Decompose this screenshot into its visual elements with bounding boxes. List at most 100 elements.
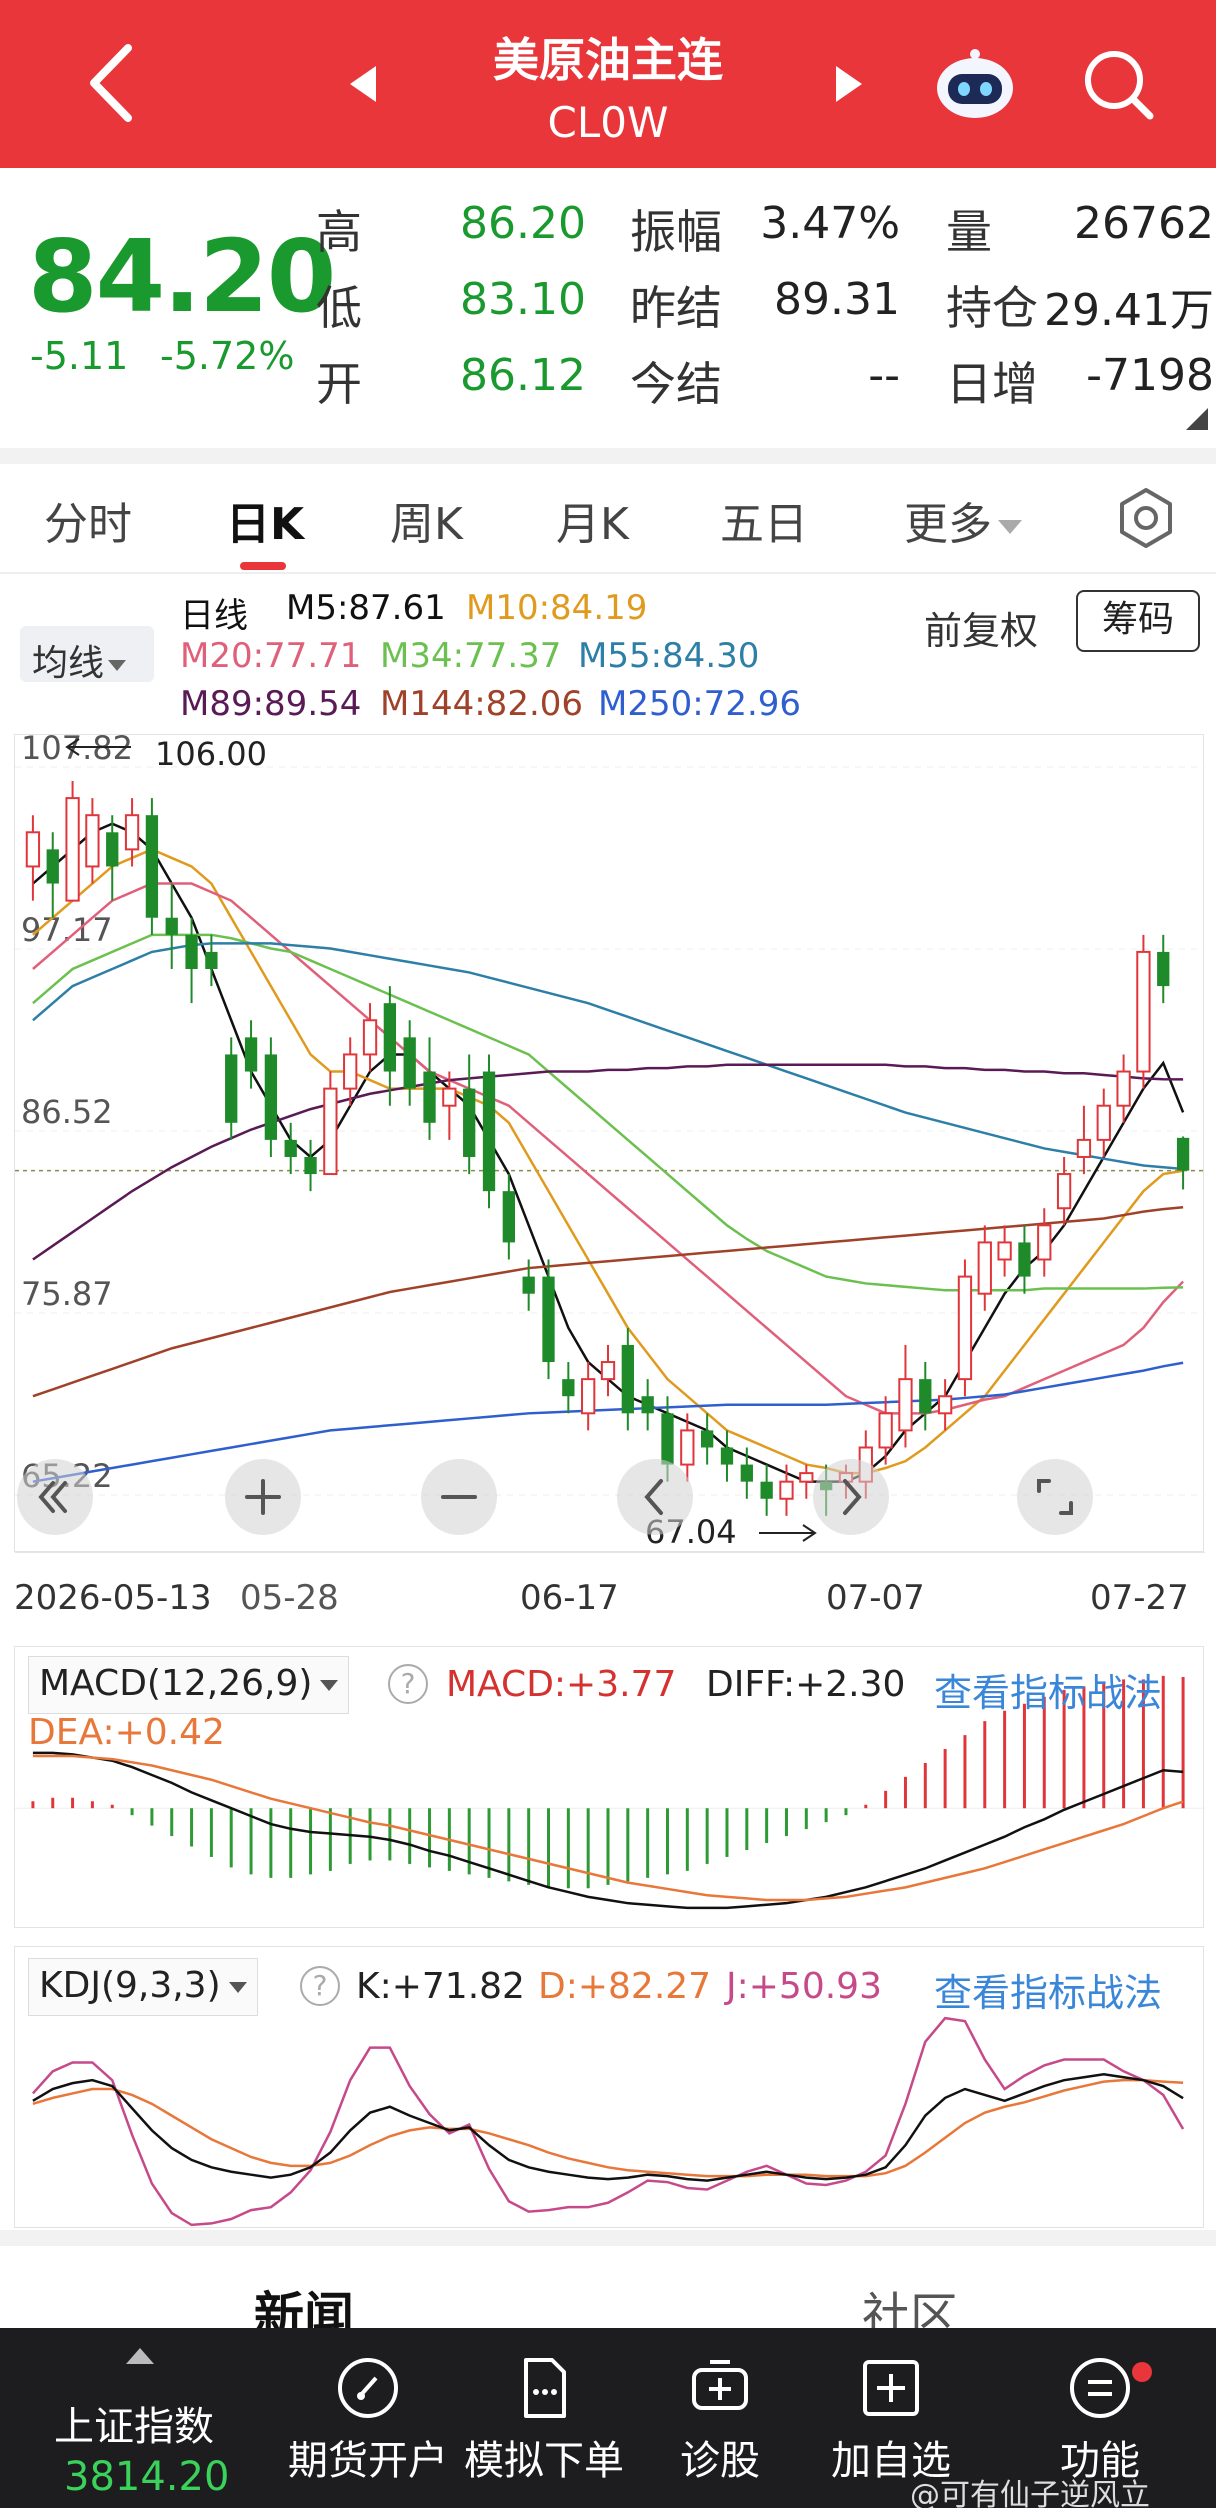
ma-selector[interactable]: 均线 — [20, 626, 154, 684]
functions-label: 功能 — [1060, 2438, 1140, 2484]
mock-order-label: 模拟下单 — [464, 2438, 624, 2484]
candle-body — [225, 1054, 238, 1123]
diagnose-button[interactable]: 诊股 — [660, 2356, 780, 2486]
candle-body — [244, 1037, 258, 1072]
ma-legend-m55: M55:84.30 — [578, 636, 760, 676]
functions-button[interactable]: 功能 — [1040, 2356, 1160, 2486]
candle-body — [25, 831, 41, 868]
tab-weekly-k[interactable]: 周K — [390, 499, 463, 550]
document-icon — [524, 2358, 566, 2418]
candle-body — [898, 1378, 913, 1432]
max-arrow-head — [65, 738, 80, 756]
candle-body — [205, 951, 218, 969]
x-tick-4: 07-07 — [826, 1578, 925, 1618]
tab-timeshare[interactable]: 分时 — [44, 499, 132, 550]
kdj-help-icon[interactable]: ? — [300, 1966, 340, 2006]
tab-more[interactable]: 更多 — [904, 488, 1022, 552]
chevron-down-icon — [108, 659, 127, 671]
robot-assistant-icon[interactable] — [932, 46, 1018, 122]
ma-line-m55 — [32, 942, 1184, 1171]
candle-body — [1037, 1224, 1052, 1261]
candle-body — [760, 1481, 773, 1499]
candle-body — [463, 1088, 476, 1157]
candle-body — [1056, 1173, 1072, 1210]
k-value: K:+71.82 — [356, 1966, 525, 2007]
x-tick-5: 07-27 — [1090, 1578, 1189, 1618]
candle-body — [799, 1472, 814, 1483]
candle-body — [145, 815, 159, 918]
bottom-toolbar: 上证指数 3814.20 期货开户 模拟下单 诊股 加自选 功能 @可有仙子逆风… — [0, 2328, 1216, 2508]
amplitude-value: 3.47% — [760, 198, 900, 249]
macd-help-icon[interactable]: ? — [388, 1664, 428, 1704]
chip-distribution-button[interactable]: 筹码 — [1076, 590, 1200, 652]
settings-icon[interactable] — [1114, 486, 1178, 550]
diff-value: DIFF:+2.30 — [706, 1664, 906, 1705]
ma-selector-label: 均线 — [32, 643, 105, 684]
ma-line-m250 — [32, 1361, 1184, 1483]
macd-selector[interactable]: MACD(12,26,9) — [28, 1656, 350, 1714]
candle-body — [542, 1276, 555, 1363]
expand-corner-icon[interactable] — [1186, 408, 1208, 430]
low-value: 83.10 — [460, 274, 586, 325]
kdj-panel[interactable] — [14, 1946, 1204, 2228]
menu-icon — [1070, 2358, 1130, 2418]
tab-monthly-k[interactable]: 月K — [556, 499, 629, 550]
prev-button — [617, 1459, 693, 1535]
back-icon[interactable] — [80, 38, 140, 128]
candle-body — [779, 1480, 794, 1500]
tab-more-label: 更多 — [904, 499, 992, 550]
price-adjust-mode[interactable]: 前复权 — [924, 609, 1039, 653]
fullscreen-button — [1017, 1459, 1093, 1535]
open-account-button[interactable]: 期货开户 — [280, 2356, 456, 2486]
next-contract-icon[interactable] — [836, 66, 862, 102]
candle-body — [680, 1429, 695, 1466]
next-button — [813, 1459, 889, 1535]
ma-line-m34 — [32, 933, 1184, 1292]
macd-chart[interactable] — [15, 1647, 1205, 1929]
tab-five-day[interactable]: 五日 — [720, 499, 808, 550]
settle-label: 今结 — [630, 357, 722, 411]
k-line — [32, 2072, 1184, 2182]
candle-body — [362, 1019, 378, 1056]
mock-order-button[interactable]: 模拟下单 — [456, 2356, 632, 2486]
candle-body — [600, 1361, 616, 1381]
prev-contract-icon[interactable] — [350, 66, 376, 102]
add-watchlist-button[interactable]: 加自选 — [816, 2356, 966, 2486]
watermark-text: @可有仙子逆风立 — [910, 2478, 1150, 2508]
candle-body — [304, 1156, 317, 1175]
kdj-strategy-link[interactable]: 查看指标战法 — [934, 1971, 1163, 2015]
kdj-chart[interactable] — [15, 1947, 1205, 2229]
kdj-selector-label: KDJ(9,3,3) — [39, 1965, 221, 2006]
notification-dot — [1132, 2362, 1152, 2382]
dea-value: DEA:+0.42 — [28, 1712, 225, 1753]
news-tabs: 新闻 社区 — [0, 2230, 1216, 2345]
ma-legend-m34: M34:77.37 — [380, 636, 562, 676]
candle-body — [482, 1071, 496, 1192]
candle-body — [124, 814, 140, 851]
kdj-selector[interactable]: KDJ(9,3,3) — [28, 1958, 258, 2016]
open-label: 开 — [316, 357, 362, 411]
tab-daily-k[interactable]: 日K — [226, 499, 305, 550]
candle-body — [740, 1464, 753, 1482]
macd-panel[interactable] — [14, 1646, 1205, 1929]
candle-body — [937, 1395, 953, 1415]
j-line — [31, 2016, 1185, 2227]
candle-body — [701, 1430, 714, 1448]
ma-legend-m89: M89:89.54 — [180, 684, 362, 724]
ma-line-m10 — [32, 848, 1184, 1475]
candle-body — [522, 1276, 535, 1294]
ma-legend-m5: M5:87.61 — [286, 588, 446, 628]
diagnose-icon — [692, 2360, 748, 2410]
open-value: 86.12 — [460, 350, 586, 401]
candle-body — [383, 1003, 397, 1072]
candle-body — [502, 1191, 515, 1243]
next-icon — [843, 1479, 862, 1515]
active-tab-indicator — [240, 562, 286, 570]
prev-settle-label: 昨结 — [630, 281, 722, 335]
macd-strategy-link[interactable]: 查看指标战法 — [934, 1671, 1163, 1715]
search-icon[interactable] — [1080, 46, 1156, 122]
index-name[interactable]: 上证指数 — [54, 2404, 214, 2450]
ma-line-m144 — [32, 1205, 1184, 1398]
